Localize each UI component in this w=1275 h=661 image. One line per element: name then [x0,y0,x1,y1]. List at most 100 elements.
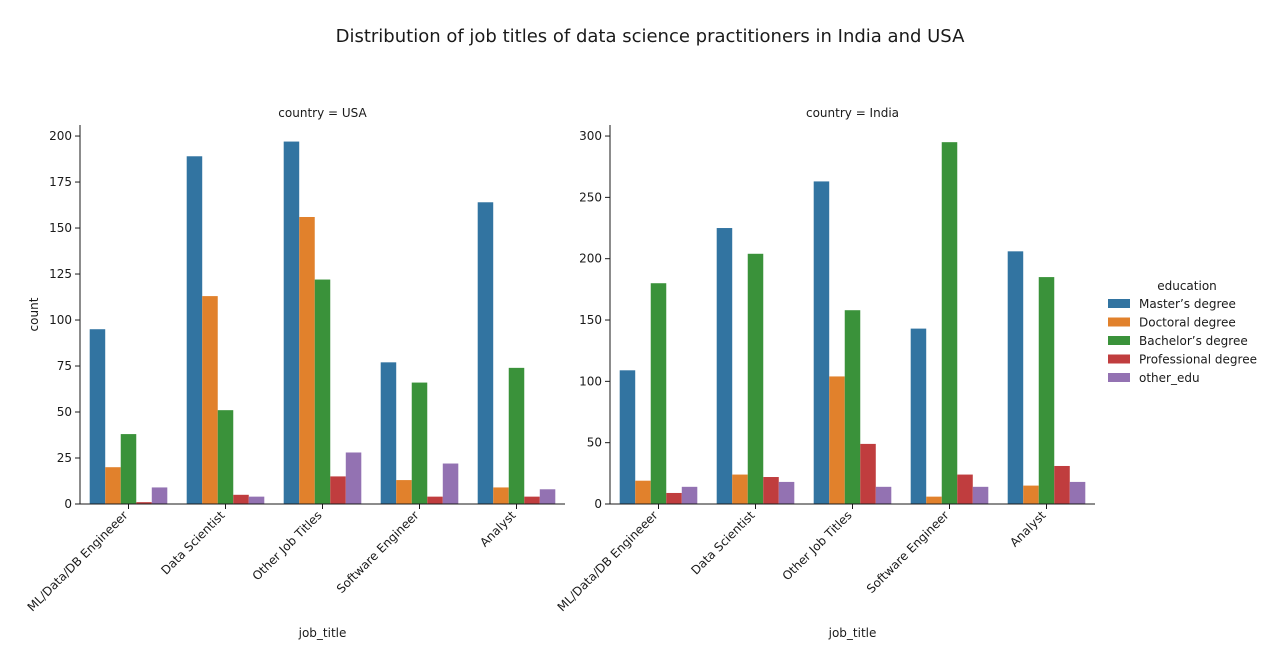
bar-bachelor-s-degree-software-engineer [411,382,428,504]
bar-doctoral-degree-ml-data-db-engineeer [635,480,651,504]
panel-title: country = India [806,106,899,120]
bar-professional-degree-software-engineer [427,496,443,504]
legend: education Master’s degree Doctoral degree B… [1108,279,1257,385]
legend-swatch [1108,299,1130,308]
x-tick-label: Software Engineer [334,508,422,596]
legend-swatch [1108,373,1130,382]
y-tick-label: 0 [64,497,72,511]
x-tick-label: ML/Data/DB Engineeer [25,508,131,614]
bar-bachelor-s-degree-analyst [1038,277,1055,504]
y-tick-label: 300 [579,129,602,143]
y-tick-label: 0 [594,497,602,511]
x-tick-label: Other Job Titles [780,508,855,583]
legend-item-master-s-degree: Master’s degree [1108,297,1236,311]
legend-label: Bachelor’s degree [1139,334,1248,348]
x-tick-label: Analyst [1007,508,1049,550]
bar-master-s-degree-software-engineer [380,362,397,504]
y-tick-label: 150 [49,221,72,235]
bar-master-s-degree-software-engineer [910,328,927,504]
bar-doctoral-degree-data-scientist [202,296,218,504]
bar-bachelor-s-degree-ml-data-db-engineeer [120,434,137,504]
bar-master-s-degree-data-scientist [716,228,733,505]
bar-bachelor-s-degree-analyst [508,367,525,504]
bar-bachelor-s-degree-software-engineer [941,142,958,505]
bar-professional-degree-other-job-titles [330,476,346,504]
panel-title: country = USA [278,106,367,120]
bar-doctoral-degree-other-job-titles [829,376,845,504]
y-tick-label: 25 [57,451,72,465]
bar-professional-degree-software-engineer [957,474,973,504]
chart-panels: country = USA 0 25 50 75 100 125 150 175 200 ML/Da… [25,106,1095,640]
bar-doctoral-degree-software-engineer [396,480,412,504]
bar-professional-degree-ml-data-db-engineeer [136,502,152,504]
bar-bachelor-s-degree-data-scientist [747,253,764,504]
bar-doctoral-degree-data-scientist [732,474,748,504]
bar-professional-degree-data-scientist [233,494,249,504]
bar-doctoral-degree-analyst [1023,485,1039,504]
legend-label: other_edu [1139,371,1200,385]
legend-label: Master’s degree [1139,297,1236,311]
bar-other-edu-ml-data-db-engineeer [681,486,698,504]
bar-master-s-degree-other-job-titles [283,141,300,504]
panel-country-india: country = India 0 50 100 150 200 250 300 ML/Data… [555,106,1095,640]
legend-item-other-edu: other_edu [1108,371,1200,385]
bar-master-s-degree-data-scientist [186,156,203,504]
y-tick-label: 175 [49,175,72,189]
y-tick-label: 100 [579,374,602,388]
bar-other-edu-software-engineer [972,486,989,504]
x-axis-label: job_title [298,626,347,640]
y-tick-label: 150 [579,313,602,327]
bar-master-s-degree-ml-data-db-engineeer [89,329,106,504]
x-tick-label: ML/Data/DB Engineeer [555,508,661,614]
x-tick-label: Analyst [477,508,519,550]
figure-title: Distribution of job titles of data scien… [336,26,965,47]
bar-other-edu-ml-data-db-engineeer [151,487,168,504]
bar-professional-degree-ml-data-db-engineeer [666,492,682,504]
bar-master-s-degree-analyst [477,202,494,504]
legend-item-professional-degree: Professional degree [1108,353,1257,367]
bar-other-edu-other-job-titles [875,486,892,504]
bar-professional-degree-data-scientist [763,477,779,504]
x-tick-label: Data Scientist [158,508,228,578]
legend-item-bachelor-s-degree: Bachelor’s degree [1108,334,1248,348]
legend-label: Doctoral degree [1139,316,1236,330]
x-axis-label: job_title [828,626,877,640]
bar-master-s-degree-analyst [1007,251,1024,504]
legend-title: education [1157,279,1217,293]
bar-doctoral-degree-analyst [493,487,509,504]
bar-doctoral-degree-other-job-titles [299,216,315,504]
bar-other-edu-software-engineer [442,463,459,504]
bar-other-edu-analyst [1069,481,1086,504]
y-tick-label: 250 [579,190,602,204]
panel-country-usa: country = USA 0 25 50 75 100 125 150 175 200 ML/Da… [25,106,565,640]
legend-swatch [1108,317,1130,327]
y-tick-label: 75 [57,359,72,373]
y-tick-label: 200 [49,129,72,143]
y-tick-label: 200 [579,252,602,266]
bar-other-edu-analyst [539,489,556,504]
bar-doctoral-degree-ml-data-db-engineeer [105,467,121,504]
bar-other-edu-data-scientist [778,481,795,504]
bar-doctoral-degree-software-engineer [926,496,942,504]
x-tick-label: Other Job Titles [250,508,325,583]
bar-bachelor-s-degree-data-scientist [217,410,234,504]
legend-item-doctoral-degree: Doctoral degree [1108,316,1236,330]
y-tick-label: 100 [49,313,72,327]
y-tick-label: 50 [57,405,72,419]
bar-bachelor-s-degree-other-job-titles [844,310,861,504]
bar-bachelor-s-degree-ml-data-db-engineeer [650,283,667,504]
bar-professional-degree-analyst [1054,465,1070,504]
bar-other-edu-data-scientist [248,496,265,504]
y-axis-label: count [27,297,41,331]
bar-bachelor-s-degree-other-job-titles [314,279,331,504]
y-tick-label: 50 [587,436,602,450]
legend-swatch [1108,336,1130,345]
legend-label: Professional degree [1139,353,1257,367]
bar-master-s-degree-ml-data-db-engineeer [619,370,636,504]
x-tick-label: Data Scientist [688,508,758,578]
bar-master-s-degree-other-job-titles [813,181,830,504]
y-tick-label: 125 [49,267,72,281]
bar-professional-degree-other-job-titles [860,443,876,504]
legend-swatch [1108,354,1130,364]
